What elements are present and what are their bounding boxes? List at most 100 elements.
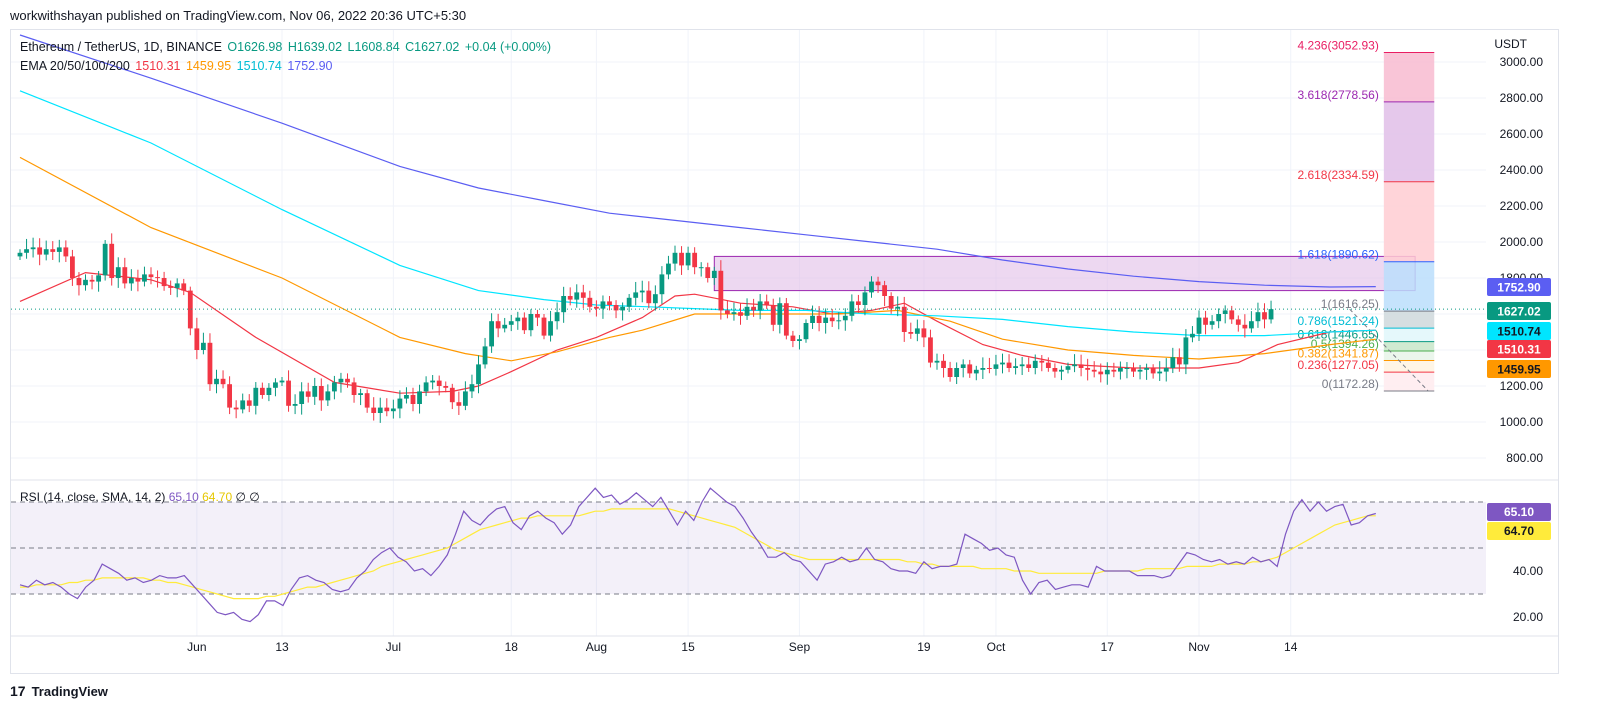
rsi-line <box>19 487 1376 623</box>
candle-body <box>1242 324 1248 329</box>
candle-body <box>43 249 49 255</box>
candle-body <box>718 270 724 311</box>
candle-body <box>731 312 737 314</box>
fib-level-label: 0.786(1521.24) <box>1297 314 1378 328</box>
candle-body <box>410 395 416 404</box>
time-tick-label: Sep <box>789 640 811 654</box>
candle-body <box>1104 369 1110 375</box>
candle-body <box>783 303 789 336</box>
ohlc-high: H1639.02 <box>287 40 343 54</box>
candle-body <box>259 387 265 395</box>
candle-body <box>377 407 383 413</box>
candle-body <box>430 380 436 383</box>
symbol-line: Ethereum / TetherUS, 1D, BINANCE O1626.9… <box>20 38 553 57</box>
candle-body <box>1013 366 1018 368</box>
candle-body <box>875 281 881 286</box>
ema-line: EMA 20/50/100/200 1510.31 1459.95 1510.7… <box>20 57 553 76</box>
candle-body <box>561 296 567 313</box>
candle-body <box>1249 321 1254 329</box>
fib-band <box>1383 341 1435 352</box>
candle-body <box>1222 310 1228 314</box>
candle-body <box>56 247 62 252</box>
candle-body <box>502 324 508 329</box>
candle-body <box>318 386 324 401</box>
candle-body <box>1045 362 1051 368</box>
candle-body <box>449 387 455 403</box>
candle-body <box>292 404 298 406</box>
candle-body <box>201 342 206 350</box>
resistance-zone <box>713 255 1416 292</box>
candle-body <box>1019 364 1025 367</box>
candle-body <box>895 306 901 309</box>
candle-body <box>384 407 390 412</box>
candle-body <box>76 278 82 286</box>
price-label-text: 1627.02 <box>1497 305 1541 319</box>
fib-band <box>1383 351 1435 361</box>
tradingview-brand: TradingView <box>31 683 108 699</box>
candle-body <box>567 296 573 300</box>
fib-band <box>1383 101 1435 182</box>
candle-body <box>1078 364 1084 368</box>
ohlc-open: O1626.98 <box>227 40 283 54</box>
candle-body <box>541 317 547 336</box>
tradingview-footer[interactable]: 17 TradingView <box>10 683 108 699</box>
time-tick-label: 14 <box>1284 640 1298 654</box>
candle-body <box>174 283 180 288</box>
published-line: workwithshayan published on TradingView.… <box>10 8 467 23</box>
candle-body <box>521 317 527 331</box>
candle-body <box>1085 368 1091 370</box>
candle-body <box>790 335 796 341</box>
ema-line-3 <box>19 90 1376 337</box>
candle-body <box>626 297 632 307</box>
rsi-sma-line <box>20 508 1376 600</box>
candle-body <box>757 301 763 311</box>
fib-level-label: 0.236(1277.05) <box>1297 358 1378 372</box>
candle-body <box>187 290 193 329</box>
time-tick-label: Nov <box>1188 640 1209 654</box>
fib-band <box>1383 360 1435 373</box>
candle-body <box>764 301 770 305</box>
candle-body <box>96 275 101 282</box>
candle-body <box>711 270 717 278</box>
price-label-box <box>1487 278 1551 296</box>
candle-body <box>1216 314 1222 322</box>
fib-extension: 4.236(3052.93) 3.618(2778.56) 2.618(2334.5… <box>1297 38 1435 392</box>
price-unit-label: USDT <box>1494 37 1527 51</box>
time-tick-label: 18 <box>505 640 519 654</box>
candle-body <box>1137 369 1143 372</box>
rsi-tick-label: 40.00 <box>1513 564 1543 578</box>
candle-body <box>240 400 246 410</box>
fib-level-label: 0(1172.28) <box>1322 377 1379 391</box>
price-tick-label: 2600.00 <box>1500 127 1544 141</box>
candle-body <box>194 328 200 350</box>
rsi-legend: RSI (14, close, SMA, 14, 2) 65.10 64.70 … <box>20 490 260 504</box>
candle-body <box>666 263 671 275</box>
candle-body <box>842 315 848 321</box>
fib-level-label: 1.618(1890.62) <box>1297 248 1378 262</box>
time-tick-label: 17 <box>1101 640 1115 654</box>
candle-body <box>738 312 743 316</box>
ema50-value: 1459.95 <box>185 59 232 73</box>
candle-body <box>646 290 652 304</box>
fib-level-label: 1(1616.25) <box>1321 297 1379 311</box>
candle-body <box>463 391 468 406</box>
time-tick-label: Jun <box>187 640 206 654</box>
candle-body <box>1006 362 1012 368</box>
candle-body <box>528 314 534 331</box>
candle-body <box>246 400 252 406</box>
candle-body <box>1052 368 1058 372</box>
candle-body <box>17 252 23 257</box>
candle-body <box>214 378 219 385</box>
candle-body <box>482 346 488 365</box>
candle-body <box>594 306 599 309</box>
price-label-text: 1510.74 <box>1497 325 1541 339</box>
candle-body <box>882 285 887 296</box>
candle-body <box>698 267 704 269</box>
price-tick-label: 1000.00 <box>1500 415 1544 429</box>
candle-body <box>705 267 711 278</box>
fib-band <box>1383 181 1435 262</box>
candles <box>11 233 1486 423</box>
candle-body <box>312 386 318 397</box>
candle-body <box>587 297 593 307</box>
